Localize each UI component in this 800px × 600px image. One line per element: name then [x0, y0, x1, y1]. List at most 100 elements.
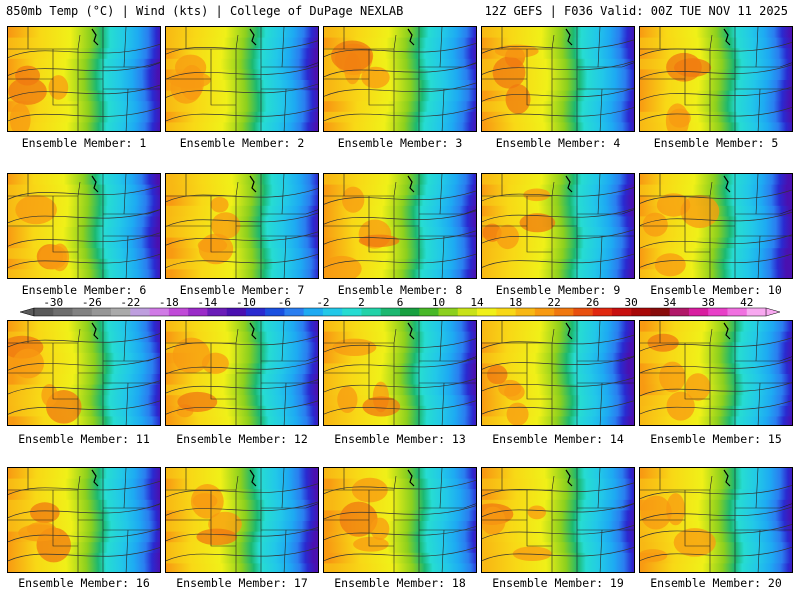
temperature-field — [324, 510, 476, 522]
temperature-field — [482, 101, 634, 113]
member-map-svg — [166, 27, 318, 131]
state-boundaries — [8, 174, 160, 278]
temperature-field — [482, 237, 634, 249]
warm-pocket — [504, 383, 525, 401]
warm-pocket — [370, 517, 390, 540]
member-caption: Ensemble Member: 8 — [337, 283, 463, 297]
temperature-field — [640, 489, 792, 501]
temperature-field — [324, 80, 476, 92]
temperature-field — [324, 184, 476, 196]
height-contour — [640, 41, 792, 57]
warm-pocket — [210, 196, 229, 213]
temperature-field — [324, 395, 476, 407]
state-boundaries — [640, 468, 792, 572]
height-contour — [640, 382, 792, 397]
warm-pocket — [361, 66, 390, 89]
height-contour — [8, 528, 160, 543]
scale-swatch — [727, 308, 748, 316]
temperature-field — [324, 563, 476, 572]
ensemble-member-map — [639, 26, 793, 132]
height-contour — [482, 334, 634, 349]
lake-outline — [249, 469, 257, 487]
member-map-svg — [324, 174, 476, 278]
temperature-field — [482, 174, 634, 186]
temperature-field — [324, 69, 476, 81]
temperature-field — [640, 405, 792, 417]
height-contour — [640, 506, 792, 521]
member-caption: Ensemble Member: 6 — [21, 283, 147, 297]
temperature-field — [8, 258, 160, 270]
height-contour — [640, 64, 792, 79]
temperature-field — [482, 552, 634, 564]
temperature-field — [8, 531, 160, 543]
temperature-field — [324, 48, 476, 60]
temperature-field — [8, 331, 160, 343]
warm-pocket — [198, 233, 234, 265]
temperature-field — [166, 80, 318, 92]
temperature-field — [8, 478, 160, 490]
ensemble-member-map — [7, 173, 161, 279]
temperature-field — [482, 542, 634, 554]
temperature-field — [8, 416, 160, 425]
member-map-svg — [166, 174, 318, 278]
member-map-svg — [324, 321, 476, 425]
height-contour — [8, 380, 160, 395]
scale-tick-label: -6 — [278, 296, 291, 309]
height-contour — [8, 43, 160, 58]
ensemble-member-map — [165, 320, 319, 426]
temperature-field — [166, 58, 318, 70]
height-contour — [482, 253, 634, 268]
height-contour — [324, 253, 476, 268]
temperature-field — [324, 227, 476, 239]
temperature-field — [482, 510, 634, 522]
scale-swatch — [650, 308, 670, 316]
temperature-field — [324, 321, 476, 333]
height-contour — [8, 61, 160, 76]
temperature-field — [482, 331, 634, 343]
temperature-field — [324, 205, 476, 217]
temperature-field — [8, 37, 160, 49]
warm-pocket — [668, 108, 691, 128]
height-contour — [166, 188, 318, 203]
temperature-field — [324, 237, 476, 249]
member-map-svg — [324, 27, 476, 131]
height-contour — [482, 502, 634, 517]
scale-swatch — [303, 308, 324, 316]
scale-swatch — [457, 308, 478, 316]
lake-outline — [249, 322, 257, 340]
temperature-field — [8, 321, 160, 333]
temperature-field — [166, 184, 318, 196]
temperature-field — [166, 374, 318, 386]
scale-tick-label: 6 — [397, 296, 404, 309]
temperature-field — [8, 174, 160, 186]
scale-swatch — [207, 308, 227, 316]
temperature-field — [166, 248, 318, 260]
warm-pocket — [192, 493, 218, 510]
ensemble-member-map — [165, 467, 319, 573]
scale-swatch — [149, 308, 170, 316]
temperature-field — [640, 227, 792, 239]
temperature-field — [640, 542, 792, 554]
height-contour — [166, 212, 318, 227]
temperature-field — [482, 499, 634, 511]
member-map-svg — [166, 321, 318, 425]
scale-tick-label: -22 — [120, 296, 140, 309]
temperature-field — [640, 321, 792, 333]
ensemble-member-map — [481, 467, 635, 573]
warm-pocket — [506, 402, 529, 425]
temperature-field — [166, 122, 318, 131]
temperature-field — [166, 478, 318, 490]
member-caption: Ensemble Member: 3 — [337, 136, 463, 150]
scale-tick-label: -26 — [82, 296, 102, 309]
height-contour — [324, 546, 476, 562]
warm-pocket — [50, 243, 70, 272]
warm-pocket — [482, 506, 506, 535]
height-contour — [640, 400, 792, 415]
warm-pocket — [659, 361, 686, 393]
ensemble-member-map — [165, 173, 319, 279]
member-map-svg — [482, 321, 634, 425]
temperature-field — [166, 258, 318, 270]
member-map-svg — [324, 468, 476, 572]
warm-pocket — [640, 549, 668, 562]
temperature-field — [482, 363, 634, 375]
